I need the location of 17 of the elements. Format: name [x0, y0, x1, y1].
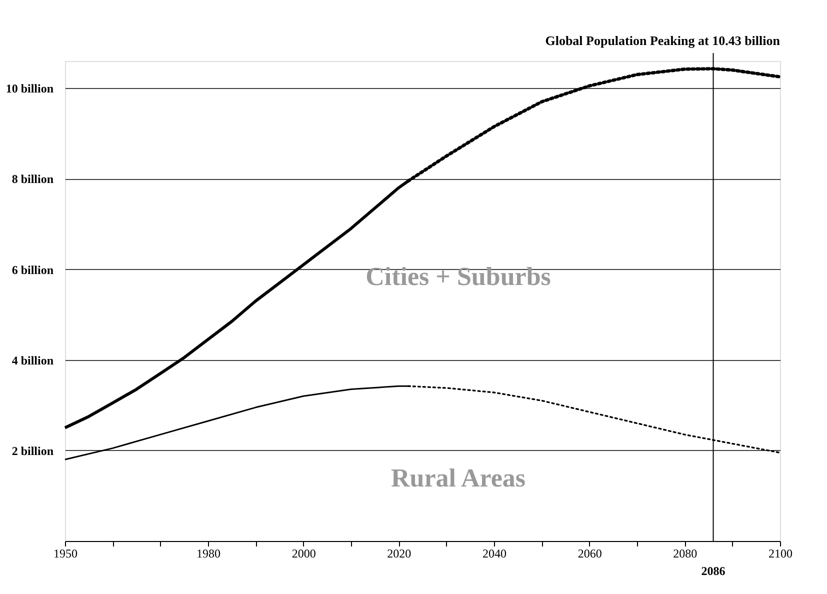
y-tick-label: 6 billion	[12, 262, 54, 277]
x-tick-label: 2080	[673, 546, 698, 560]
y-tick-label: 4 billion	[12, 353, 54, 368]
ref-line-label: 2086	[701, 564, 726, 578]
x-tick-label: 2020	[387, 546, 412, 560]
x-tick-label: 2000	[292, 546, 316, 560]
x-tick-label: 2100	[768, 546, 792, 560]
x-tick-label: 1950	[54, 546, 78, 560]
y-tick-label: 8 billion	[12, 172, 54, 186]
y-tick-label: 2 billion	[12, 444, 54, 458]
y-tick-label: 10 billion	[6, 82, 54, 96]
annotation: Rural Areas	[390, 464, 526, 493]
x-tick-label: 2040	[482, 546, 506, 560]
x-tick-label: 2060	[578, 546, 602, 560]
chart-title: Global Population Peaking at 10.43 billion	[545, 33, 781, 48]
x-tick-label: 1980	[196, 546, 220, 560]
annotation: Cities + Suburbs	[366, 262, 551, 291]
